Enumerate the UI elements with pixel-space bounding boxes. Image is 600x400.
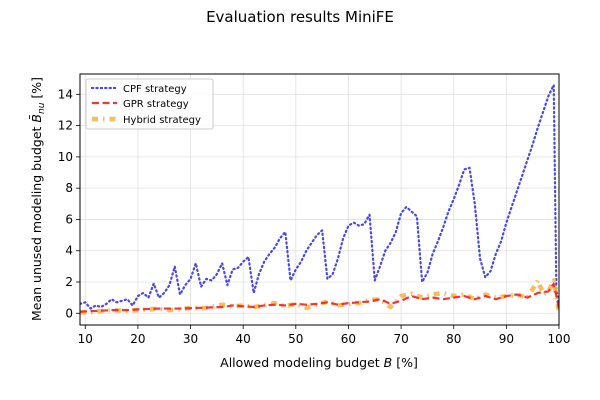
y-axis-label-symbol: B̄	[29, 114, 44, 123]
series-cpf-line	[80, 83, 559, 310]
x-tick-label: 50	[288, 332, 303, 346]
x-tick-label: 70	[393, 332, 408, 346]
y-tick-label: 12	[58, 119, 73, 133]
x-tick-label: 10	[78, 332, 93, 346]
y-axis-label-unit: [%]	[29, 77, 44, 103]
legend-label-hybrid: Hybrid strategy	[123, 115, 201, 126]
y-axis-label-subscript: nu	[37, 102, 47, 114]
y-tick-label: 10	[58, 150, 73, 164]
legend: CPF strategy GPR strategy Hybrid strateg…	[85, 78, 214, 130]
y-axis-label-text: Mean unused modeling budget	[29, 123, 44, 321]
x-axis-ticks: 10 20 30 40 50 60 70 80 90 100	[78, 325, 571, 346]
legend-box	[85, 78, 214, 130]
x-axis-label-text: Allowed modeling budget	[220, 355, 383, 370]
y-tick-label: 8	[65, 181, 73, 195]
x-tick-label: 30	[183, 332, 198, 346]
plot-frame	[79, 73, 560, 326]
y-tick-label: 6	[65, 212, 73, 226]
x-tick-label: 80	[446, 332, 461, 346]
legend-label-cpf: CPF strategy	[123, 84, 187, 95]
y-tick-label: 14	[58, 87, 73, 101]
chart-title: Evaluation results MiniFE	[206, 8, 394, 26]
y-axis-label: Mean unused modeling budget B̄nu [%]	[29, 77, 47, 321]
series-layer	[80, 83, 559, 315]
legend-label-gpr: GPR strategy	[123, 99, 189, 110]
x-axis-label-unit: [%]	[392, 355, 418, 370]
x-tick-label: 20	[130, 332, 145, 346]
y-axis-ticks: 0 2 4 6 8 10 12 14	[58, 87, 80, 320]
y-tick-label: 2	[65, 275, 73, 289]
x-tick-label: 100	[548, 332, 571, 346]
x-tick-label: 60	[341, 332, 356, 346]
x-axis-label-symbol: B	[384, 355, 393, 370]
y-tick-label: 0	[65, 306, 73, 320]
y-tick-label: 4	[65, 244, 73, 258]
series-gpr-line	[80, 282, 559, 313]
x-tick-label: 90	[499, 332, 514, 346]
x-tick-label: 40	[236, 332, 251, 346]
x-axis-label: Allowed modeling budget B [%]	[220, 355, 418, 370]
